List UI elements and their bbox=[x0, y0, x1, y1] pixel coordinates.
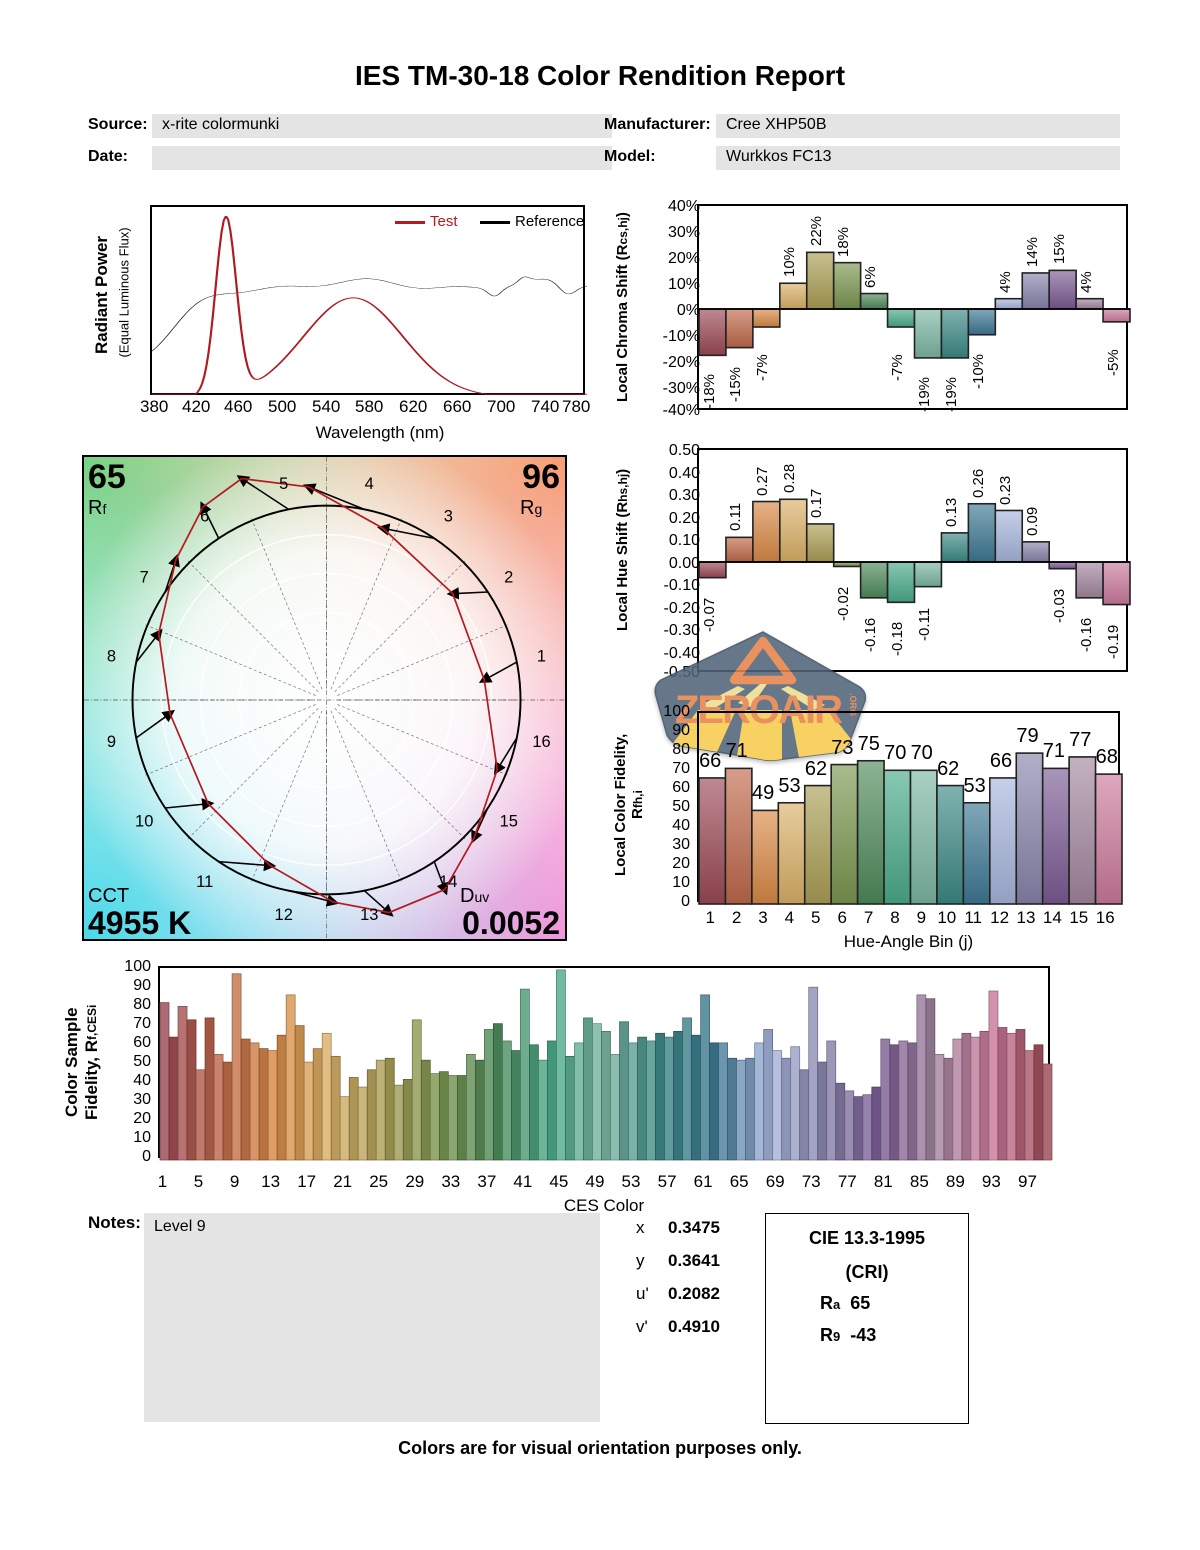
svg-text:12: 12 bbox=[275, 906, 293, 924]
svg-text:1: 1 bbox=[537, 647, 546, 665]
svg-text:5: 5 bbox=[279, 475, 288, 493]
svg-text:6: 6 bbox=[200, 508, 209, 526]
svg-text:9: 9 bbox=[107, 733, 116, 751]
svg-text:15: 15 bbox=[500, 812, 518, 830]
svg-text:16: 16 bbox=[532, 733, 550, 751]
svg-text:11: 11 bbox=[196, 873, 213, 891]
svg-text:13: 13 bbox=[360, 906, 378, 924]
svg-text:4: 4 bbox=[365, 475, 374, 493]
svg-text:7: 7 bbox=[140, 568, 149, 586]
svg-text:10: 10 bbox=[135, 812, 153, 830]
svg-text:8: 8 bbox=[107, 647, 116, 665]
svg-text:14: 14 bbox=[439, 873, 457, 891]
svg-text:2: 2 bbox=[504, 568, 513, 586]
svg-text:3: 3 bbox=[444, 508, 453, 526]
